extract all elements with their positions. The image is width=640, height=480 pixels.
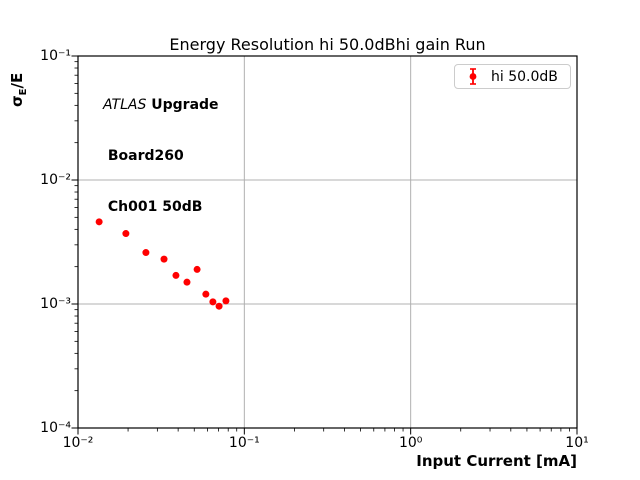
legend: hi 50.0dB xyxy=(454,64,571,89)
x-axis-label: Input Current [mA] xyxy=(416,452,577,470)
ylabel-subscript: E xyxy=(18,88,29,96)
y-tick-label: 10⁻³ xyxy=(40,296,71,312)
annotation-line-2: Board260 xyxy=(103,148,184,164)
chart-title: Energy Resolution hi 50.0dBhi gain Run xyxy=(169,35,486,54)
ylabel-rest: /E xyxy=(8,72,26,89)
x-tick-label: 10⁻² xyxy=(62,435,94,451)
y-tick-label: 10⁻¹ xyxy=(40,48,71,64)
errorbar-marker-icon xyxy=(469,68,477,85)
data-point xyxy=(160,255,168,263)
y-tick-label: 10⁻⁴ xyxy=(40,420,71,436)
data-point xyxy=(202,290,210,298)
x-tick-label: 10¹ xyxy=(565,435,589,451)
data-point xyxy=(209,298,217,306)
annotation-line-3: Ch001 50dB xyxy=(103,199,203,215)
data-point xyxy=(142,249,150,257)
data-point xyxy=(122,230,130,238)
data-point xyxy=(183,278,191,286)
annotation-line-1: ATLAS Upgrade xyxy=(103,97,219,114)
data-point xyxy=(95,218,103,226)
y-tick-label: 10⁻² xyxy=(40,172,71,188)
y-axis-label: σE/E xyxy=(8,73,29,107)
data-point xyxy=(215,302,223,310)
x-tick-label: 10⁰ xyxy=(398,435,423,451)
data-point xyxy=(172,271,180,279)
annotation-upgrade: Upgrade xyxy=(146,97,219,113)
axes-spines xyxy=(77,55,578,429)
data-point xyxy=(193,265,201,273)
data-point xyxy=(222,297,230,305)
ylabel-sigma: σ xyxy=(8,95,26,107)
annotation-atlas: ATLAS xyxy=(103,97,147,113)
legend-label: hi 50.0dB xyxy=(491,68,558,85)
x-tick-label: 10⁻¹ xyxy=(228,435,260,451)
plot-annotation: ATLAS Upgrade Board260 Ch001 50dB xyxy=(103,63,219,250)
